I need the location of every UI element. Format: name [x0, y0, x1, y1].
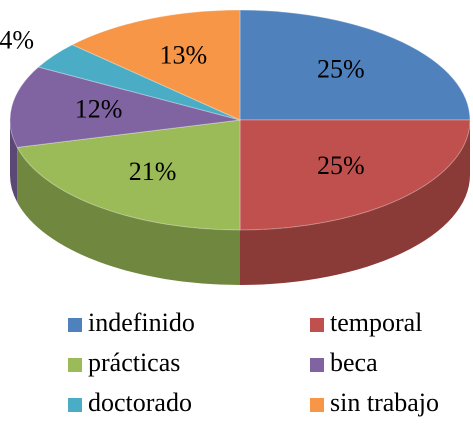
legend-label: indefinido: [88, 308, 195, 337]
pie-slice: [16, 119, 241, 231]
data-label: 21%: [129, 157, 177, 186]
pie-side: [17, 147, 240, 285]
legend-label: beca: [330, 348, 378, 377]
legend-label: temporal: [330, 308, 422, 337]
legend-swatch: [68, 398, 82, 412]
data-label: 4%: [0, 25, 34, 54]
pie-slice: [37, 44, 241, 121]
pie-slice: [9, 66, 241, 148]
data-label: 25%: [317, 55, 365, 84]
pie-side: [240, 120, 470, 285]
legend-label: sin trabajo: [330, 388, 439, 417]
legend-swatch: [68, 318, 82, 332]
data-label: 25%: [317, 151, 365, 180]
data-label: 13%: [160, 40, 208, 69]
pie-slice: [239, 119, 471, 231]
legend-swatch: [68, 358, 82, 372]
legend-swatch: [310, 358, 324, 372]
legend-label: doctorado: [88, 388, 192, 417]
pie-slice: [239, 9, 471, 121]
legend-swatch: [310, 318, 324, 332]
pie-side: [10, 120, 18, 203]
legend-swatch: [310, 398, 324, 412]
legend-label: prácticas: [88, 348, 180, 377]
pie-slice: [71, 9, 241, 121]
data-label: 12%: [75, 94, 123, 123]
